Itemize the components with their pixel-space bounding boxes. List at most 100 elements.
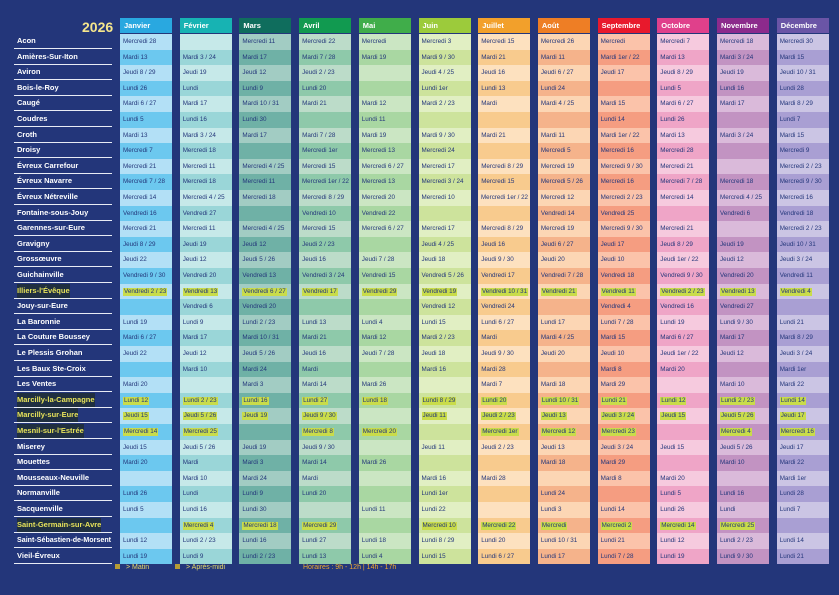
collection-date-cell: Mardi: [299, 470, 352, 487]
collection-date-cell: Jeudi 15: [657, 408, 710, 424]
collection-date-cell: [239, 424, 292, 440]
collection-date-cell: Mercredi 13: [358, 174, 411, 190]
collection-date-cell: Lundi 9 / 30: [717, 548, 769, 565]
collection-date-cell: Mardi 28: [478, 361, 531, 378]
collection-date: Jeudi 19: [720, 240, 744, 248]
collection-date: Jeudi 19: [242, 443, 267, 451]
collection-date: Jeudi 4 / 25: [421, 69, 455, 77]
collection-date: Lundi 13: [481, 84, 506, 92]
collection-date-cell: Vendredi 13: [717, 283, 769, 300]
collection-date: Vendredi 13: [242, 272, 277, 279]
collection-date-cell: Mercredi 18: [717, 34, 769, 50]
collection-date-cell: Vendredi 27: [717, 299, 769, 315]
collection-date: Mercredi 14: [660, 521, 696, 530]
collection-date-cell: Mercredi 3: [418, 34, 471, 50]
collection-date: Mercredi 9 / 30: [779, 178, 822, 186]
commune-name: Saint-Germain-sur-Avre: [14, 517, 112, 533]
collection-date-cell: Mardi 24: [239, 361, 292, 378]
commune-name: Illiers-l'Évêque: [14, 283, 112, 299]
collection-date-cell: Mercredi: [537, 517, 590, 534]
collection-date-cell: Jeudi 12: [717, 252, 769, 268]
collection-date-cell: Lundi 2 / 23: [239, 314, 292, 331]
collection-date-cell: Lundi 16: [239, 533, 292, 549]
collection-date: Vendredi 10: [302, 209, 336, 217]
collection-date-cell: [478, 486, 531, 502]
collection-date-cell: Mercredi 8: [299, 424, 352, 440]
collection-date: Mardi 6 / 27: [660, 334, 694, 342]
collection-date: Jeudi 3 / 24: [600, 412, 636, 421]
collection-date: Mardi 29: [600, 381, 626, 389]
commune-label: Grossœuvre: [17, 254, 62, 264]
collection-date-cell: Mardi 7 / 28: [299, 49, 352, 66]
collection-date: Mercredi 4: [720, 428, 752, 436]
collection-date: Lundi 21: [600, 537, 625, 545]
commune-name: La Couture Boussey: [14, 330, 112, 346]
collection-date-cell: Mercredi 18: [179, 143, 232, 159]
collection-date: Mardi 3: [242, 459, 264, 467]
collection-date: Jeudi 2 / 23: [481, 443, 514, 451]
collection-date: Mercredi 14: [123, 428, 159, 436]
collection-date-cell: [120, 361, 172, 378]
collection-date: Mercredi 10: [421, 194, 455, 201]
collection-date: Lundi 9 / 30: [720, 552, 753, 560]
collection-date-cell: [717, 470, 769, 487]
collection-date: Mardi: [302, 365, 318, 373]
collection-date: Jeudi 15: [660, 443, 685, 451]
collection-date-cell: Mardi 18: [537, 377, 590, 393]
collection-date-cell: Lundi 19: [657, 548, 710, 565]
collection-date: Lundi 26: [660, 116, 685, 123]
collection-date-cell: [179, 34, 232, 50]
collection-date-cell: Lundi: [717, 502, 769, 518]
commune-label: Évreux Navarre: [17, 176, 73, 186]
collection-date-cell: [657, 205, 710, 222]
collection-date-cell: Mercredi 5 / 26: [537, 174, 590, 190]
collection-date-cell: Lundi 21: [597, 392, 650, 409]
collection-date-cell: Mardi 8 / 29: [776, 330, 829, 346]
collection-date-cell: [537, 112, 590, 128]
collection-date-cell: Mardi 7 / 28: [299, 127, 352, 144]
collection-date-cell: Mercredi 5: [537, 143, 590, 159]
collection-date-cell: Mercredi 20: [358, 190, 411, 206]
collection-date-cell: Mercredi 25: [717, 517, 769, 534]
collection-date: Mardi 15: [600, 334, 626, 342]
collection-date: Mercredi 11: [242, 178, 276, 186]
collection-date: Jeudi 22: [123, 256, 147, 264]
collection-date-cell: Mercredi 18: [239, 190, 292, 206]
collection-date-cell: [597, 80, 650, 97]
collection-date-cell: Mercredi 21: [120, 158, 172, 175]
collection-date-cell: Mardi 13: [657, 127, 710, 144]
collection-date: Mercredi 21: [123, 225, 157, 233]
collection-date: Mardi: [302, 474, 318, 482]
collection-date-cell: Lundi 9: [239, 80, 292, 97]
collection-date-cell: [358, 517, 411, 534]
collection-date-cell: Mercredi 24: [418, 143, 471, 159]
collection-date: Mardi 20: [660, 474, 685, 482]
collection-date-cell: Lundi 20: [299, 486, 352, 502]
collection-date: Lundi 9 / 30: [720, 318, 753, 326]
collection-date-cell: Jeudi 15: [120, 408, 172, 424]
collection-date-cell: Jeudi 3 / 24: [597, 439, 650, 456]
collection-date: Jeudi 20: [540, 350, 565, 357]
collection-date: Mercredi 8 / 29: [481, 162, 524, 170]
collection-date: Mercredi 7 / 28: [660, 178, 703, 186]
collection-date: Jeudi 8 / 29: [123, 240, 156, 248]
collection-date: Lundi 19: [123, 552, 148, 560]
collection-date-cell: Jeudi 19: [239, 439, 292, 456]
collection-date-cell: Lundi 11: [358, 502, 411, 518]
collection-date: Lundi 16: [182, 506, 207, 513]
collection-date: Lundi 5: [123, 506, 144, 513]
collection-date-cell: Lundi 16: [179, 112, 232, 128]
collection-date-cell: Lundi 17: [537, 548, 590, 565]
collection-date: Mardi 17: [242, 53, 267, 61]
collection-date-cell: Mercredi 22: [478, 517, 531, 534]
collection-date-cell: Lundi 11: [358, 112, 411, 128]
collection-date-cell: Mardi 1er / 22: [597, 127, 650, 144]
collection-date-cell: Jeudi 17: [597, 236, 650, 253]
collection-date: Mercredi 5 / 26: [540, 178, 583, 186]
collection-date: Jeudi 17: [600, 240, 625, 248]
collection-date: Mardi 8: [600, 474, 622, 482]
collection-date-cell: Lundi 7 / 28: [597, 314, 650, 331]
collection-date-cell: Mardi 7: [478, 377, 531, 393]
collection-date-cell: Mercredi 10: [418, 190, 471, 206]
month-header: Octobre: [657, 18, 710, 33]
